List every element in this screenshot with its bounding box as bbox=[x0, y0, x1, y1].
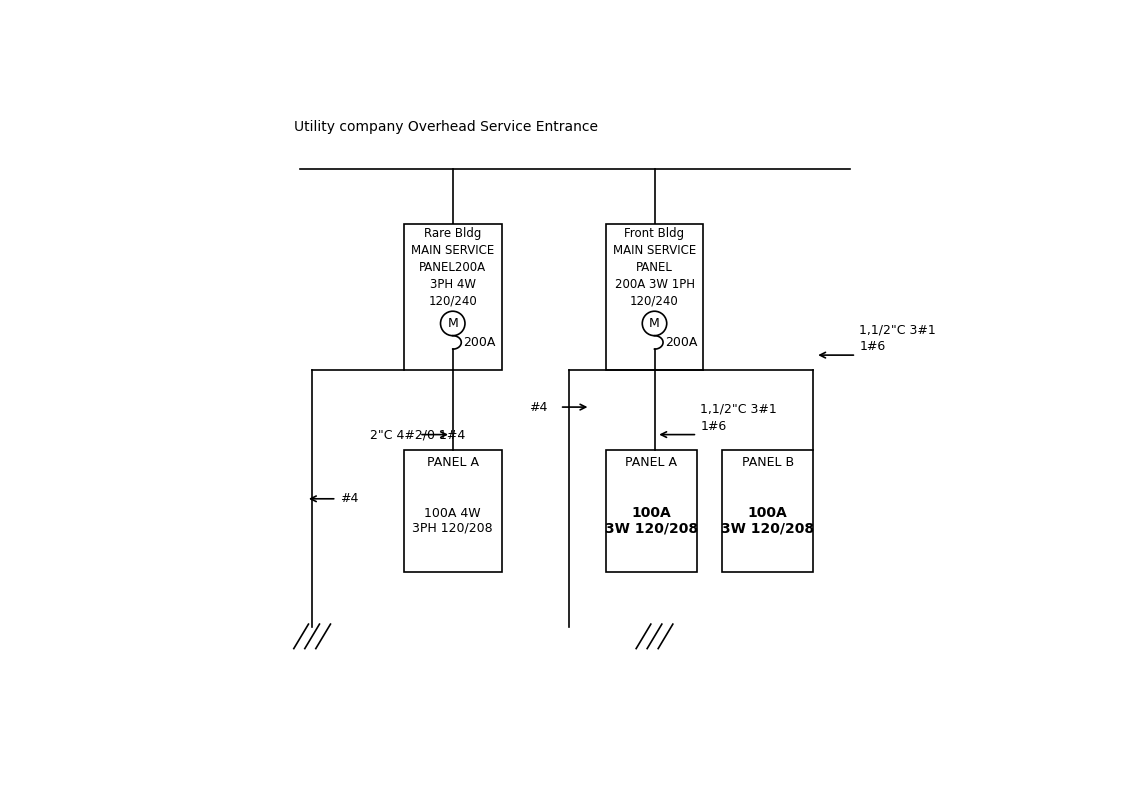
Text: M: M bbox=[650, 317, 660, 330]
Text: 100A
3W 120/208: 100A 3W 120/208 bbox=[721, 506, 815, 536]
Text: Rare Bldg
MAIN SERVICE
PANEL200A
3PH 4W
120/240: Rare Bldg MAIN SERVICE PANEL200A 3PH 4W … bbox=[411, 227, 495, 308]
Text: #4: #4 bbox=[530, 401, 548, 414]
Bar bbox=[404, 450, 502, 572]
Text: M: M bbox=[448, 317, 458, 330]
Bar bbox=[404, 224, 502, 370]
Text: 1,1/2"C 3#1
1#6: 1,1/2"C 3#1 1#6 bbox=[859, 323, 936, 353]
Text: 100A
3W 120/208: 100A 3W 120/208 bbox=[605, 506, 698, 536]
Text: PANEL B: PANEL B bbox=[742, 456, 793, 469]
Text: 2"C 4#2/0 1#4: 2"C 4#2/0 1#4 bbox=[370, 428, 466, 441]
Text: #4: #4 bbox=[340, 492, 358, 505]
Text: 1,1/2"C 3#1
1#6: 1,1/2"C 3#1 1#6 bbox=[700, 403, 778, 433]
Bar bbox=[606, 450, 697, 572]
Text: PANEL A: PANEL A bbox=[426, 456, 479, 469]
Text: Front Bldg
MAIN SERVICE
PANEL
200A 3W 1PH
120/240: Front Bldg MAIN SERVICE PANEL 200A 3W 1P… bbox=[613, 227, 696, 308]
Text: 200A: 200A bbox=[665, 336, 697, 349]
Bar bbox=[606, 224, 703, 370]
Text: PANEL A: PANEL A bbox=[625, 456, 678, 469]
Text: 100A 4W
3PH 120/208: 100A 4W 3PH 120/208 bbox=[413, 507, 493, 535]
Text: 200A: 200A bbox=[463, 336, 496, 349]
Text: Utility company Overhead Service Entrance: Utility company Overhead Service Entranc… bbox=[294, 120, 598, 133]
Bar bbox=[721, 450, 813, 572]
